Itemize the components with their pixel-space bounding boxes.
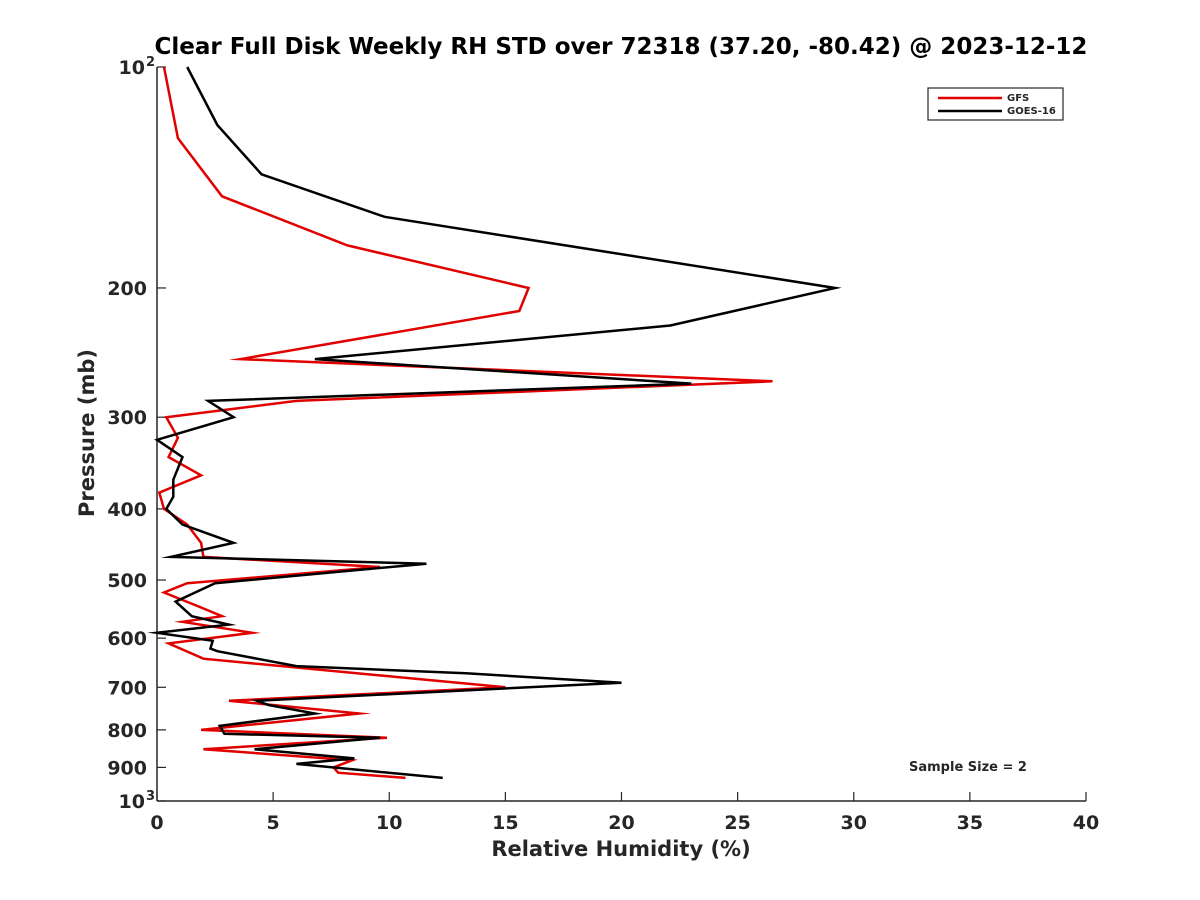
x-axis-label: Relative Humidity (%) (491, 837, 750, 861)
x-tick-label: 10 (376, 812, 402, 834)
legend-label-gfs: GFS (1007, 93, 1029, 104)
y-tick-label: 500 (107, 570, 147, 592)
y-tick-label: 600 (107, 628, 147, 650)
series-line-gfs (157, 66, 773, 780)
x-tick-label: 0 (150, 812, 163, 834)
y-tick-exponent: 3 (146, 789, 155, 804)
legend: GFS GOES-16 (927, 87, 1064, 121)
y-tick-label: 700 (107, 677, 147, 699)
legend-label-goes16: GOES-16 (1007, 106, 1056, 117)
y-tick-label: 200 (107, 278, 147, 300)
x-tick-label: 5 (267, 812, 280, 834)
legend-box (927, 87, 1064, 121)
x-tick-label: 40 (1073, 812, 1099, 834)
axes (156, 67, 1086, 802)
x-ticks: 0 5 10 15 20 25 30 35 40 (150, 792, 1099, 834)
series-layer (147, 66, 842, 780)
x-tick-label: 20 (608, 812, 634, 834)
x-tick-label: 35 (957, 812, 983, 834)
x-tick-label: 30 (841, 812, 867, 834)
y-tick-label: 400 (107, 499, 147, 521)
y-tick-label: 10 (119, 791, 145, 813)
x-tick-label: 25 (724, 812, 750, 834)
y-tick-exponent: 2 (146, 55, 155, 70)
sample-size-annotation: Sample Size = 2 (909, 760, 1027, 775)
x-tick-label: 15 (492, 812, 518, 834)
y-axis-label: Pressure (mb) (75, 349, 99, 517)
chart-title: Clear Full Disk Weekly RH STD over 72318… (155, 34, 1088, 60)
y-tick-label: 300 (107, 407, 147, 429)
y-tick-label: 10 (119, 57, 145, 79)
y-tick-label: 800 (107, 720, 147, 742)
y-tick-label: 900 (107, 757, 147, 779)
series-line-goes16 (147, 66, 842, 780)
